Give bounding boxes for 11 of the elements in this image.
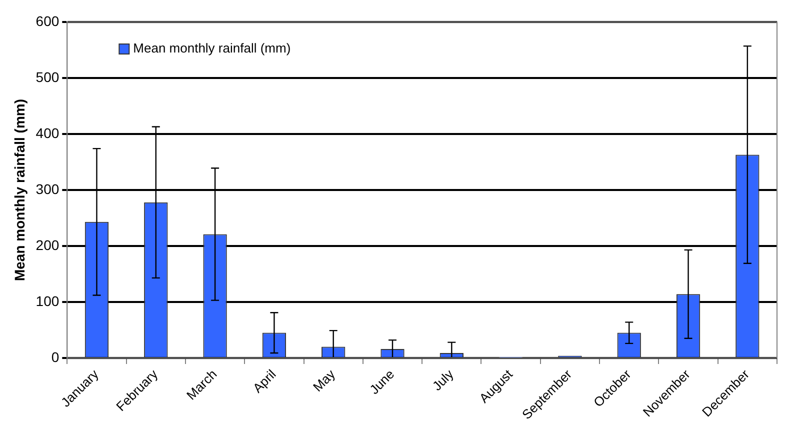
y-tick-label: 200: [36, 236, 60, 253]
y-tick-label: 0: [51, 348, 60, 365]
x-tick-label: May: [310, 366, 338, 395]
y-tick-label: 100: [36, 292, 60, 309]
legend-label: Mean monthly rainfall (mm): [133, 40, 291, 56]
y-tick-label: 300: [36, 180, 60, 197]
x-tick-label: July: [429, 366, 457, 394]
y-tick-label: 500: [36, 68, 60, 85]
y-tick-label: 400: [36, 124, 60, 141]
y-axis-title: Mean monthly rainfall (mm): [11, 98, 28, 282]
y-tick-label: 600: [36, 12, 60, 29]
